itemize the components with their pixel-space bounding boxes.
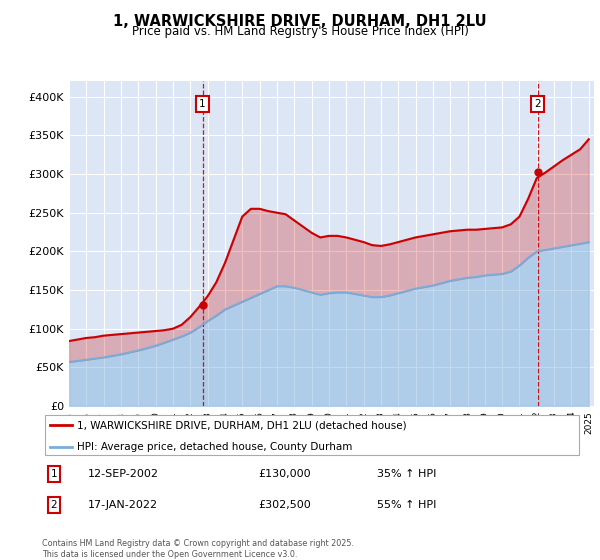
Text: Price paid vs. HM Land Registry's House Price Index (HPI): Price paid vs. HM Land Registry's House … [131,25,469,38]
Text: Contains HM Land Registry data © Crown copyright and database right 2025.
This d: Contains HM Land Registry data © Crown c… [42,539,354,559]
Text: 1: 1 [50,469,57,479]
Text: 2: 2 [535,100,541,109]
Text: 35% ↑ HPI: 35% ↑ HPI [377,469,436,479]
Text: 1, WARWICKSHIRE DRIVE, DURHAM, DH1 2LU: 1, WARWICKSHIRE DRIVE, DURHAM, DH1 2LU [113,14,487,29]
Text: 1, WARWICKSHIRE DRIVE, DURHAM, DH1 2LU (detached house): 1, WARWICKSHIRE DRIVE, DURHAM, DH1 2LU (… [77,421,407,430]
Text: £130,000: £130,000 [258,469,311,479]
Text: HPI: Average price, detached house, County Durham: HPI: Average price, detached house, Coun… [77,442,352,451]
Text: 17-JAN-2022: 17-JAN-2022 [88,500,158,510]
Text: 2: 2 [50,500,57,510]
FancyBboxPatch shape [45,415,580,455]
Text: 1: 1 [199,100,206,109]
Text: 12-SEP-2002: 12-SEP-2002 [88,469,159,479]
Text: £302,500: £302,500 [258,500,311,510]
Text: 55% ↑ HPI: 55% ↑ HPI [377,500,436,510]
